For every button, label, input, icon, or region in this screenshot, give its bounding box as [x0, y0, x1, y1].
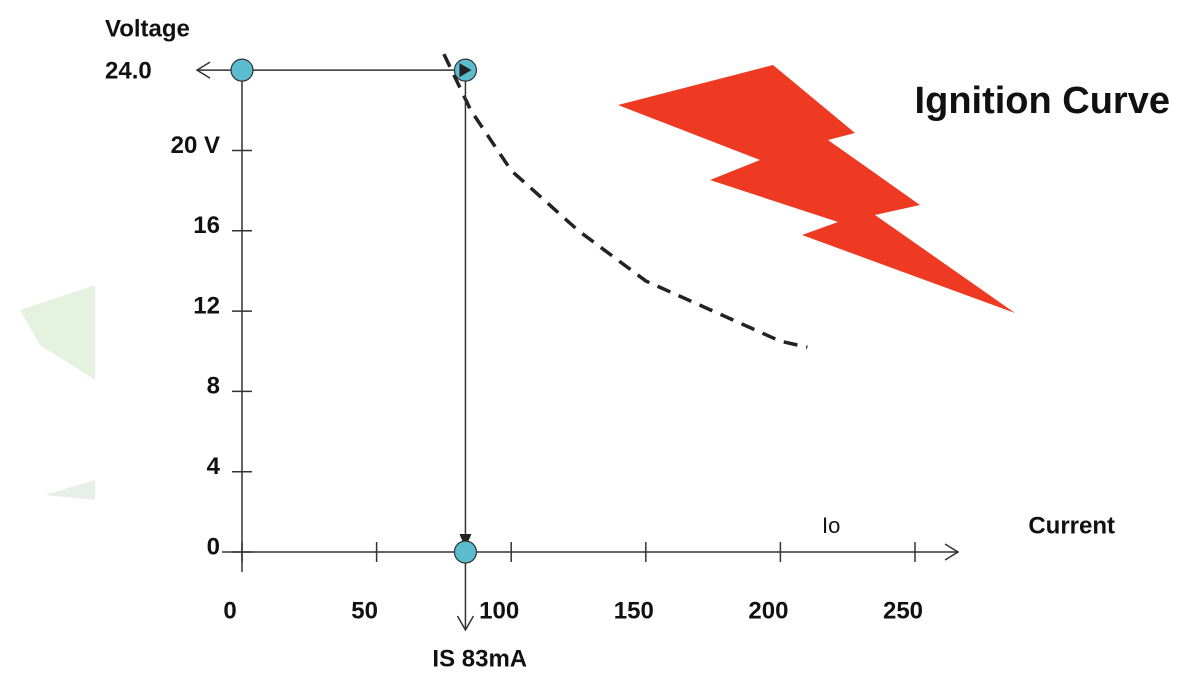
y-tick-label: 0: [207, 533, 220, 560]
y-tick-label: 20 V: [171, 132, 220, 159]
y-axis-label: Voltage: [105, 15, 190, 42]
x-tick-label: 250: [883, 597, 923, 624]
curve-label: Io: [822, 513, 840, 538]
arrow-head: [456, 615, 475, 632]
reference-point: [453, 540, 478, 564]
chart-title: Ignition Curve: [915, 80, 1170, 122]
current-label: IS 83mA: [432, 645, 527, 672]
x-tick-label: 150: [614, 597, 654, 624]
arrow-head: [459, 63, 472, 78]
x-axis-arrow: [944, 543, 960, 561]
y-tick-label: 4: [207, 453, 221, 480]
background-leaf: [45, 480, 95, 500]
y-tick-label: 12: [193, 292, 220, 319]
x-tick-label: 0: [223, 597, 236, 624]
x-tick-label: 100: [479, 597, 519, 624]
x-tick-label: 200: [748, 597, 788, 624]
voltage-label: 24.0: [105, 57, 152, 84]
ignition-curve: [442, 53, 808, 349]
reference-point: [230, 58, 254, 82]
y-tick-label: 16: [193, 212, 220, 239]
arrow-head: [195, 61, 211, 79]
x-tick-label: 50: [351, 597, 378, 624]
x-axis-label: Current: [1028, 512, 1115, 539]
y-tick-label: 8: [207, 373, 220, 400]
background-leaf: [20, 285, 95, 380]
lightning-bolt: [618, 65, 1015, 313]
